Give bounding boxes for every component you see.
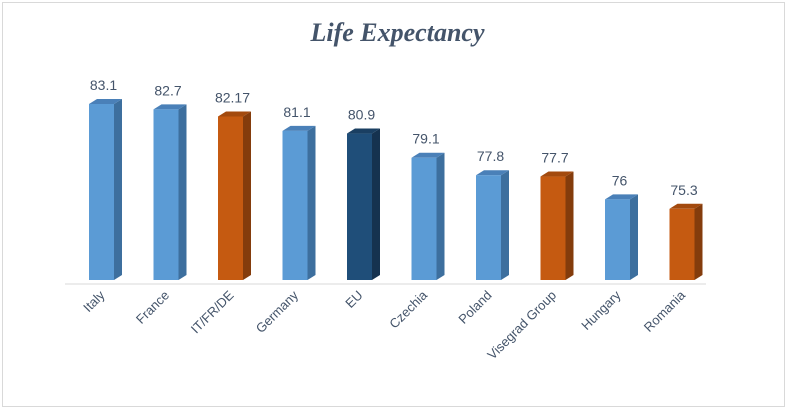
bar-side [114, 99, 122, 280]
data-label: 82.7 [154, 82, 181, 98]
data-label: 82.17 [215, 89, 250, 105]
bar-top [605, 194, 638, 200]
x-tick-label: Germany [253, 287, 302, 336]
bar-top [218, 111, 251, 117]
bar-top [89, 99, 122, 104]
bar-side [307, 125, 316, 280]
bar [669, 208, 695, 280]
x-tick-label: Italy [80, 287, 108, 315]
x-tick-label: EU [342, 288, 365, 311]
bar [476, 175, 501, 280]
bar-side [694, 203, 703, 280]
data-label: 83.1 [90, 77, 117, 93]
bar-side [243, 111, 251, 280]
data-label: 79.1 [412, 131, 439, 147]
bar [411, 157, 437, 280]
bar-side [436, 152, 445, 280]
x-tick-label: Poland [455, 288, 494, 327]
data-label: 77.8 [477, 148, 504, 164]
x-tick-label: Visegrad Group [484, 288, 559, 363]
bar [540, 176, 566, 280]
bar-top [411, 152, 445, 158]
data-label: 81.1 [283, 104, 310, 120]
chart-frame [2, 2, 785, 407]
bar [282, 130, 308, 280]
bar-side [565, 171, 574, 280]
chart-title: Life Expectancy [310, 18, 485, 47]
bar-top [153, 104, 187, 110]
data-label: 75.3 [670, 182, 697, 198]
x-tick-label: Czechia [386, 287, 430, 331]
bar [89, 104, 114, 280]
bar-top [540, 171, 574, 177]
bar-side [178, 104, 187, 280]
bar-side [501, 170, 509, 280]
x-tick-label: Hungary [578, 287, 624, 333]
bar-top [282, 125, 316, 131]
bar [605, 199, 630, 280]
bar [218, 116, 243, 280]
bar-side [372, 128, 380, 280]
bar [347, 133, 372, 280]
data-label: 76 [612, 172, 628, 188]
bar-top [476, 170, 509, 176]
bar-top [669, 203, 703, 209]
x-tick-label: Romania [641, 287, 689, 335]
bar-side [630, 194, 638, 280]
x-tick-label: IT/FR/DE [188, 287, 237, 336]
bar-top [347, 128, 380, 134]
data-label: 80.9 [348, 107, 375, 123]
x-tick-label: France [133, 288, 172, 327]
bar [153, 109, 179, 280]
data-label: 77.7 [541, 150, 568, 166]
